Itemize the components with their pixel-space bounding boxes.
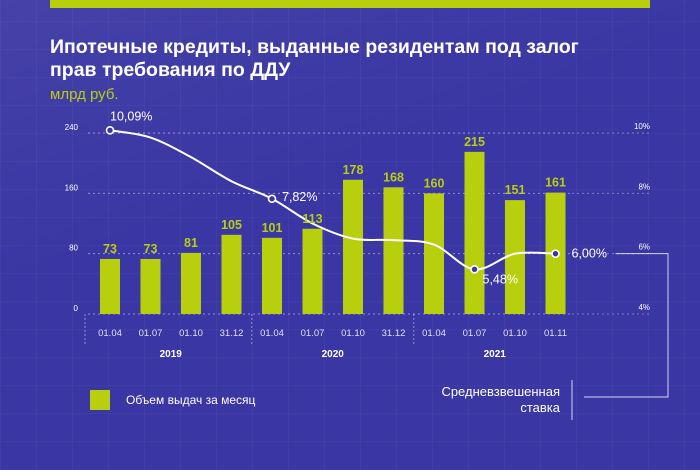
legend-swatch: [90, 390, 110, 410]
bar: [262, 237, 282, 314]
y2-tick-label: 6%: [638, 243, 650, 252]
rate-value-label: 7,82%: [282, 190, 317, 204]
accent-bar: [50, 0, 650, 8]
bar: [140, 258, 161, 314]
rate-marker: [105, 125, 115, 135]
y2-tick-label: 4%: [638, 303, 650, 312]
y2-tick-label: 8%: [638, 182, 650, 191]
bar-value-label: 168: [383, 170, 404, 184]
x-tick-label: 01.11: [544, 328, 567, 339]
bar: [100, 258, 120, 314]
year-label: 2020: [322, 349, 345, 360]
rate-marker: [267, 194, 277, 204]
bar-value-label: 73: [103, 242, 117, 256]
x-tick-label: 01.10: [341, 328, 365, 339]
y-tick-label: 0: [74, 304, 79, 313]
bar: [181, 252, 201, 314]
y-tick-label: 80: [69, 244, 78, 253]
x-tick-label: 01.10: [179, 328, 203, 339]
bar-value-label: 215: [464, 135, 485, 149]
rate-marker: [551, 249, 560, 258]
bar: [464, 151, 485, 314]
y2-tick-label: 10%: [634, 122, 650, 131]
bar-value-label: 113: [302, 212, 322, 226]
bar-value-label: 73: [144, 242, 158, 256]
year-label: 2019: [160, 349, 183, 360]
rate-legend-line1: Средневзвешенная: [441, 384, 560, 399]
x-tick-label: 31.12: [220, 328, 244, 339]
rate-legend: Средневзвешенная ставка: [400, 384, 560, 416]
x-tick-label: 31.12: [382, 328, 406, 339]
bar-value-label: 105: [221, 218, 242, 232]
x-tick-label: 01.07: [139, 328, 163, 339]
x-tick-label: 01.04: [422, 328, 446, 339]
rate-value-label: 5,48%: [483, 272, 518, 286]
bar-value-label: 101: [262, 221, 283, 235]
x-tick-label: 01.04: [260, 328, 284, 339]
legend-label: Объем выдач за месяц: [126, 393, 256, 407]
legend: Объем выдач за месяц: [90, 390, 255, 410]
chart-title: Ипотечные кредиты, выданные резидентам п…: [50, 36, 579, 81]
bar: [383, 187, 404, 314]
bar: [221, 234, 242, 314]
x-tick-label: 01.04: [98, 328, 122, 339]
rate-legend-line2: ставка: [520, 400, 560, 415]
bar: [505, 200, 525, 314]
x-tick-label: 01.10: [503, 328, 527, 339]
unit-label: млрд руб.: [50, 86, 119, 103]
bar: [302, 228, 323, 314]
y-tick-label: 240: [65, 123, 79, 132]
year-label: 2021: [484, 349, 507, 360]
rate-line: [109, 129, 556, 271]
bar-value-label: 160: [424, 176, 445, 190]
rate-value-label: 10,09%: [110, 109, 152, 123]
rate-marker: [470, 265, 479, 274]
bar: [343, 179, 363, 314]
bar-value-label: 178: [343, 163, 364, 177]
y-tick-label: 160: [65, 183, 79, 192]
x-tick-label: 01.07: [301, 328, 325, 339]
rate-value-label: 6,00%: [572, 247, 607, 261]
bar-value-label: 151: [505, 183, 526, 197]
bar-value-label: 161: [545, 176, 566, 190]
bar-value-label: 81: [184, 236, 198, 250]
x-tick-label: 01.07: [463, 328, 487, 339]
rate-connector: [584, 253, 669, 398]
bar: [424, 193, 444, 314]
